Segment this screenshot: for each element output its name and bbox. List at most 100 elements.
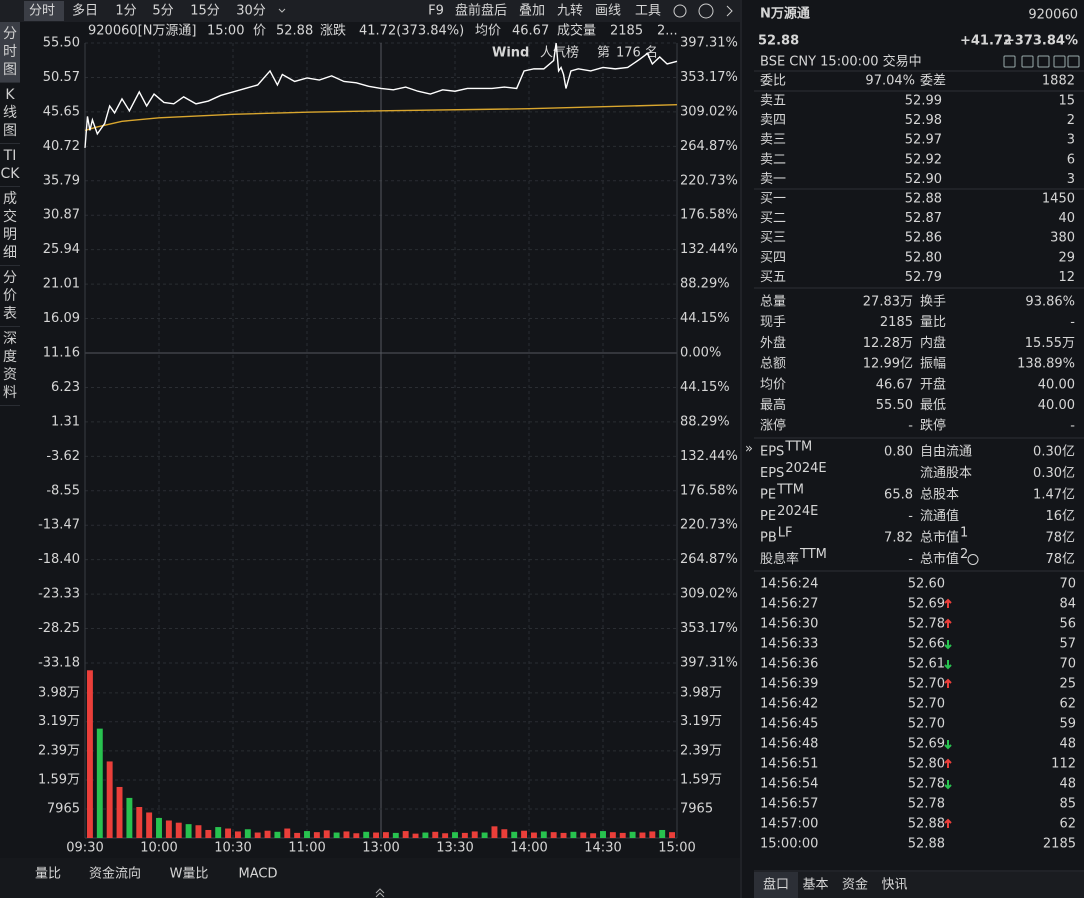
trade-price: 52.88 [908,817,945,832]
panel-icon [1021,55,1034,68]
stat-value: 40.00 [1038,398,1075,413]
dropdown-icon [278,8,286,13]
x-tick-label: 11:00 [288,841,325,856]
price-tick-label: -8.55 [46,483,80,498]
trade-price: 52.88 [908,837,945,852]
side-tab[interactable]: K线图 [0,83,20,144]
stat-label: 最高 [760,397,786,413]
price-tick-label: 55.50 [43,36,80,51]
volume-bar [481,832,488,838]
book-volume: 12 [1058,270,1075,285]
bottom-tab: W量比 [170,867,209,882]
fin-value: 0.30亿 [1033,466,1075,481]
trade-time: 14:56:42 [760,697,818,712]
x-tick-label: 13:00 [362,841,399,856]
superscript: 1 [960,526,968,541]
volume-bar [590,833,597,838]
stat-value: 2185 [880,315,913,330]
superscript: 2 [960,547,968,562]
stock-code: 920060 [1028,8,1078,23]
value: 97.04% [865,74,915,89]
volume-bar [343,831,350,838]
down-arrow [944,640,952,650]
info-time: 15:00 [207,24,244,39]
pct-tick-label: 397.31% [680,36,738,51]
bottom-bar [0,858,740,898]
price-tick-label: 45.65 [43,104,80,119]
side-tab[interactable]: 分时图 [0,22,20,83]
up-arrow [944,598,952,608]
info-avg_label: 均价 [475,24,501,39]
superscript: 2024E [777,504,818,519]
superscript: TTM [799,547,827,562]
book-label: 买一 [760,192,786,207]
volume-bar [205,829,212,838]
pct-tick-label: 0.00% [680,346,721,361]
fin-label: PB [760,531,777,546]
price-tick-label: 21.01 [43,277,80,292]
x-tick-label: 10:30 [214,841,251,856]
stat-label: 均价 [760,377,786,392]
side-tab[interactable]: 成交明细 [0,187,20,266]
volume-bar [659,829,666,838]
volume-bar [333,832,340,838]
stat-value: 12.99亿 [863,357,913,372]
trade-volume: 57 [1059,637,1076,652]
volume-bar [402,831,409,838]
info-price: 52.88 [276,24,313,39]
quote-tabs-bg [754,872,1084,898]
side-tab[interactable]: 分价表 [0,266,20,327]
volume-bar [313,832,320,838]
pct-tick-label: 353.17% [680,70,738,85]
up-arrow [944,618,952,628]
volume-bar [649,831,656,838]
side-tab[interactable]: TICK [0,144,20,187]
price-tick-label: -28.25 [38,621,80,636]
toolbar-tool: 工具 [635,4,661,19]
book-price: 52.86 [905,231,942,246]
pct-tick-label: 309.02% [680,587,738,602]
price-tick-label: -3.62 [46,449,80,464]
volume-tick-label: 3.98万 [38,685,80,700]
volume-bar [609,832,616,838]
panel-icon [1067,55,1080,68]
trade-volume: 62 [1059,697,1076,712]
volume-bar [215,827,222,838]
up-arrow [944,678,952,688]
stat-value: 12.28万 [863,336,913,351]
volume-bar [669,832,676,838]
fin-label: 总市值 [920,551,959,567]
superscript: TTM [784,440,812,455]
price-tick-label: 6.23 [51,380,80,395]
next-icon [726,5,733,17]
info-change_label: 涨跌 [320,23,346,39]
trade-price: 52.78 [908,777,945,792]
panel-icon [1037,55,1050,68]
stat-label: 最低 [920,398,946,413]
volume-tick-label: 3.19万 [38,714,80,729]
volume-tick-label: 7965 [47,801,80,816]
superscript: TTM [776,483,804,498]
trade-price: 52.78 [908,617,945,632]
book-price: 52.98 [905,113,942,128]
book-volume: 3 [1067,133,1075,148]
stat-label: 开盘 [920,376,946,392]
side-tab[interactable]: 深度资料 [0,327,20,406]
label: 委差 [920,74,946,89]
x-tick-label: 13:30 [436,841,473,856]
volume-bar [550,832,557,838]
info-code: 920060[N万源通] [88,24,197,39]
book-volume: 15 [1058,94,1075,109]
badge-bg [492,43,662,63]
stock-name: N万源通 [760,6,810,22]
quote-tab: 快讯 [881,878,907,893]
toolbar-tool: 九转 [557,4,583,19]
volume-bar [274,831,281,838]
volume-bar [195,825,202,838]
price-tick-label: -13.47 [38,518,80,533]
volume-tick-label: 3.19万 [680,714,722,729]
stat-label: 振幅 [920,357,946,372]
price-tick-label: 25.94 [43,242,80,257]
stat-value: - [1070,419,1075,434]
fin-label: 流通值 [920,508,959,524]
